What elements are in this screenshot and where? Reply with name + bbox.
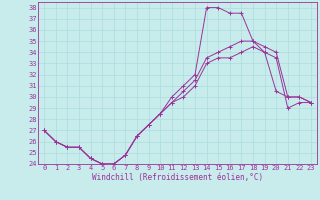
X-axis label: Windchill (Refroidissement éolien,°C): Windchill (Refroidissement éolien,°C) <box>92 173 263 182</box>
